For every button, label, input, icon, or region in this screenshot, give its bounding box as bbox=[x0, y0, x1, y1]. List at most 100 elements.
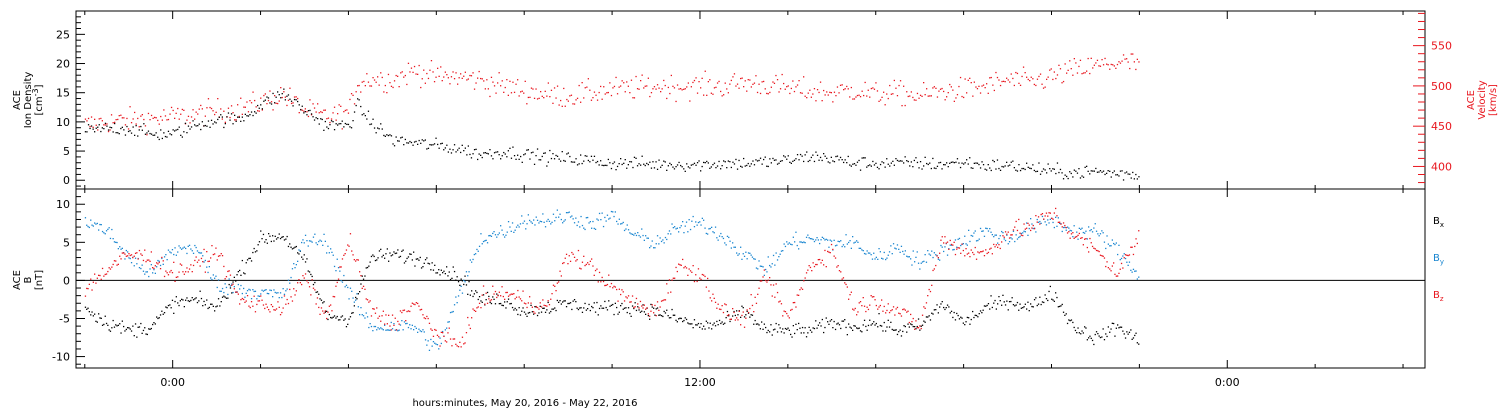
data-point bbox=[784, 156, 786, 158]
data-point bbox=[405, 260, 407, 262]
data-point bbox=[182, 299, 184, 301]
data-point bbox=[189, 122, 191, 124]
data-point bbox=[940, 303, 942, 305]
data-point bbox=[857, 327, 859, 330]
data-point bbox=[87, 307, 89, 309]
data-point bbox=[573, 161, 576, 163]
data-point bbox=[559, 300, 561, 302]
data-point bbox=[676, 321, 678, 323]
data-point bbox=[1123, 333, 1125, 335]
data-point bbox=[190, 116, 193, 118]
data-point bbox=[893, 79, 895, 82]
data-point bbox=[265, 289, 267, 291]
data-point bbox=[832, 101, 834, 103]
data-point bbox=[113, 326, 116, 328]
data-point bbox=[1004, 81, 1006, 83]
data-point bbox=[714, 301, 717, 303]
data-point bbox=[807, 332, 809, 334]
data-point bbox=[596, 218, 598, 220]
data-point bbox=[703, 219, 705, 221]
data-point bbox=[90, 116, 93, 118]
data-point bbox=[794, 241, 796, 243]
data-point bbox=[577, 221, 580, 223]
data-point bbox=[449, 148, 451, 150]
data-point bbox=[278, 94, 280, 96]
data-point bbox=[674, 226, 676, 228]
data-point bbox=[795, 306, 797, 308]
data-point bbox=[295, 96, 297, 98]
data-point bbox=[939, 252, 941, 254]
data-point bbox=[1070, 319, 1073, 321]
data-point bbox=[1105, 333, 1107, 335]
data-point bbox=[1068, 319, 1070, 321]
data-point bbox=[658, 309, 660, 311]
data-point bbox=[549, 96, 551, 98]
data-point bbox=[107, 270, 109, 273]
data-point bbox=[631, 305, 634, 307]
data-point bbox=[1036, 304, 1038, 307]
data-point bbox=[792, 80, 794, 82]
data-point bbox=[1099, 254, 1102, 256]
data-point bbox=[1074, 329, 1077, 332]
data-point bbox=[616, 165, 619, 168]
data-point bbox=[840, 327, 842, 330]
data-point bbox=[864, 157, 866, 159]
data-point bbox=[776, 291, 779, 294]
data-point bbox=[558, 104, 560, 106]
data-point bbox=[809, 329, 812, 331]
data-point bbox=[134, 111, 136, 114]
data-point bbox=[732, 242, 734, 244]
data-point bbox=[324, 311, 326, 313]
data-point bbox=[1086, 339, 1088, 341]
data-point bbox=[950, 310, 953, 312]
data-point bbox=[736, 252, 738, 254]
data-point bbox=[467, 293, 469, 295]
data-point bbox=[386, 248, 388, 250]
data-point bbox=[855, 164, 857, 166]
data-point bbox=[338, 104, 340, 106]
data-point bbox=[463, 283, 465, 286]
data-point bbox=[327, 311, 329, 313]
data-point bbox=[187, 271, 189, 273]
data-point bbox=[800, 287, 802, 289]
data-point bbox=[763, 80, 765, 83]
data-point bbox=[384, 257, 386, 259]
data-point bbox=[293, 263, 295, 265]
data-point bbox=[117, 132, 119, 134]
data-point bbox=[927, 95, 929, 97]
data-point bbox=[460, 73, 462, 75]
data-point bbox=[306, 280, 308, 282]
data-point bbox=[588, 222, 590, 224]
data-point bbox=[461, 280, 464, 282]
data-point bbox=[1107, 170, 1109, 172]
data-point bbox=[309, 109, 311, 112]
data-point bbox=[874, 299, 876, 301]
data-point bbox=[227, 107, 230, 109]
data-point bbox=[130, 330, 133, 332]
data-point bbox=[158, 261, 160, 264]
data-point bbox=[1069, 237, 1071, 239]
data-point bbox=[473, 253, 475, 256]
data-point bbox=[583, 307, 585, 309]
data-point bbox=[533, 219, 535, 221]
data-point bbox=[622, 221, 624, 224]
data-point bbox=[125, 255, 127, 257]
data-point bbox=[811, 331, 813, 333]
data-point bbox=[353, 111, 356, 113]
data-point bbox=[392, 86, 394, 89]
data-point bbox=[929, 95, 931, 97]
data-point bbox=[624, 91, 626, 93]
data-point bbox=[465, 271, 468, 273]
data-point bbox=[488, 298, 490, 300]
data-point bbox=[910, 161, 912, 163]
data-point bbox=[761, 265, 763, 267]
data-point bbox=[207, 307, 209, 310]
data-point bbox=[351, 312, 353, 314]
data-point bbox=[756, 160, 759, 162]
data-point bbox=[401, 136, 403, 138]
data-point bbox=[786, 328, 788, 330]
data-point bbox=[663, 310, 665, 313]
data-point bbox=[958, 162, 960, 164]
data-point bbox=[903, 162, 905, 164]
data-point bbox=[627, 164, 629, 166]
